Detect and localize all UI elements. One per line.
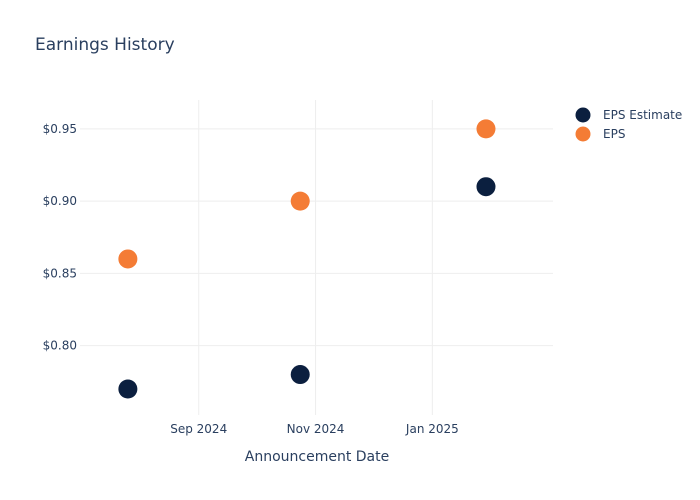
mark-layer [118,119,496,399]
eps-estimate-point[interactable] [118,379,138,399]
x-axis-title: Announcement Date [245,449,389,465]
eps-point[interactable] [476,119,496,139]
y-tick-label: $0.80 [43,339,77,353]
eps-estimate-point[interactable] [290,365,310,385]
x-tick-label: Jan 2025 [405,422,459,436]
tick-layer: Sep 2024 Nov 2024 Jan 2025 $0.80 $0.85 $0.90 $… [43,122,459,436]
x-tick-label: Sep 2024 [170,422,227,436]
y-tick-label: $0.95 [43,122,77,136]
chart-title: Earnings History [35,35,175,55]
legend[interactable]: EPS Estimate EPS [575,107,683,142]
eps-estimate-point[interactable] [476,177,496,197]
y-tick-label: $0.85 [43,266,77,280]
x-tick-label: Nov 2024 [287,422,345,436]
grid-layer [80,100,553,415]
y-tick-label: $0.90 [43,194,77,208]
eps-point[interactable] [290,191,310,211]
eps-legend-label[interactable]: EPS [603,127,625,141]
eps-legend-marker[interactable] [575,126,591,142]
eps-point[interactable] [118,249,138,269]
eps-estimate-legend-label[interactable]: EPS Estimate [603,108,682,122]
eps-estimate-legend-marker[interactable] [575,107,591,123]
